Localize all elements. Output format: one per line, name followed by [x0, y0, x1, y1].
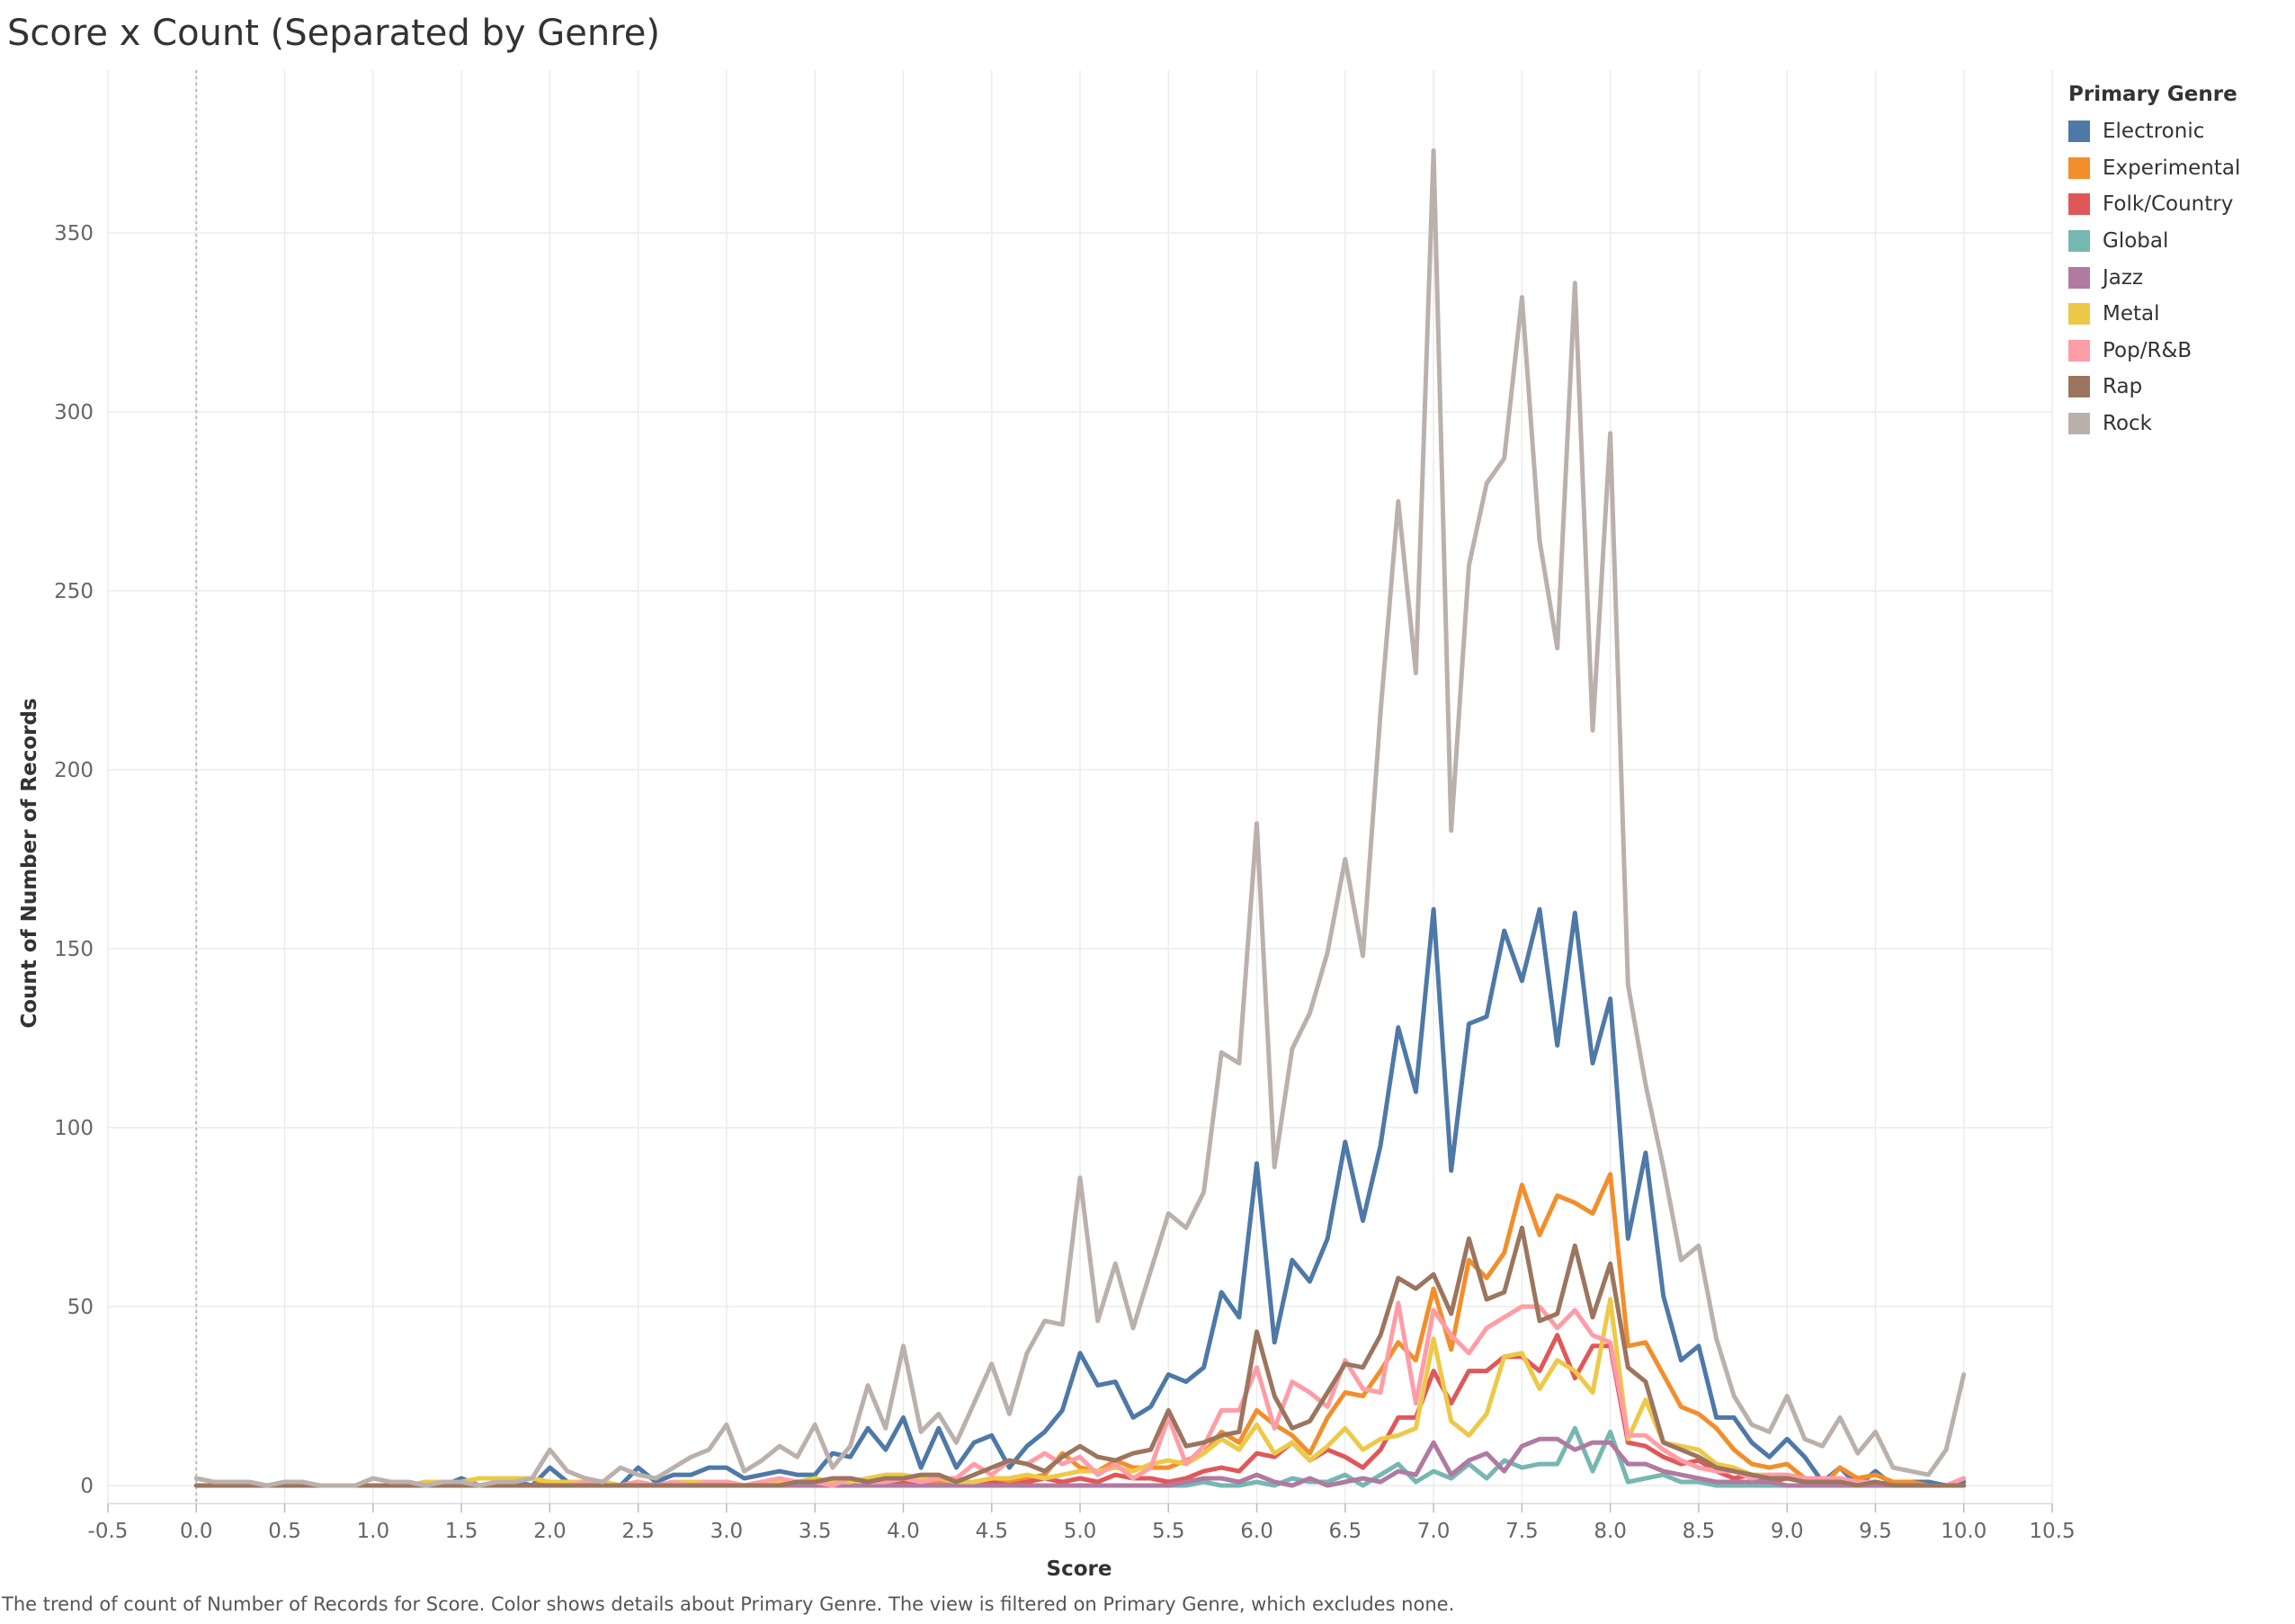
x-tick-label-15: 7.0	[1417, 1520, 1451, 1543]
legend-swatch-experimental	[2068, 156, 2090, 179]
x-tick-label-3: 1.0	[357, 1520, 390, 1543]
chart-title: Score x Count (Separated by Genre)	[7, 13, 661, 54]
legend: Primary Genre Electronic Experimental Folk…	[2068, 83, 2240, 442]
x-tick-label-14: 6.5	[1329, 1520, 1362, 1543]
legend-label-folk-country: Folk/Country	[2103, 192, 2234, 217]
gridlines	[107, 70, 2053, 1504]
x-tick-label-10: 4.5	[975, 1520, 1008, 1543]
legend-label-electronic: Electronic	[2103, 120, 2205, 144]
legend-swatch-pop-r-b	[2068, 339, 2090, 361]
legend-swatch-metal	[2068, 303, 2090, 326]
legend-items: Electronic Experimental Folk/Country Global…	[2068, 113, 2240, 442]
x-tick-label-0: -0.5	[88, 1520, 129, 1543]
legend-label-rap: Rap	[2103, 375, 2143, 399]
x-axis-title: Score	[1047, 1557, 1112, 1581]
legend-swatch-folk-country	[2068, 193, 2090, 216]
x-tick-label-16: 7.5	[1505, 1520, 1539, 1543]
y-tick-label-7: 350	[54, 222, 94, 245]
x-axis-ticks: -0.5 0.0 0.5 1.0 1.5 2.0 2.5 3.0 3.5 4.0 4.5 5.0 5.5…	[88, 1503, 2076, 1543]
x-tick-label-19: 9.0	[1771, 1520, 1804, 1543]
x-tick-label-12: 5.5	[1152, 1520, 1185, 1543]
legend-item-pop-r-b[interactable]: Pop/R&B	[2068, 333, 2240, 370]
x-tick-label-4: 1.5	[445, 1520, 478, 1543]
legend-item-rap[interactable]: Rap	[2068, 369, 2240, 406]
x-tick-label-5: 2.0	[533, 1520, 567, 1543]
legend-swatch-global	[2068, 230, 2090, 253]
x-tick-label-13: 6.0	[1240, 1520, 1273, 1543]
legend-label-metal: Metal	[2103, 302, 2160, 326]
x-tick-label-7: 3.0	[710, 1520, 744, 1543]
legend-label-experimental: Experimental	[2103, 156, 2241, 180]
legend-label-global: Global	[2103, 229, 2169, 254]
legend-label-rock: Rock	[2103, 412, 2152, 436]
legend-item-folk-country[interactable]: Folk/Country	[2068, 186, 2240, 223]
legend-item-experimental[interactable]: Experimental	[2068, 150, 2240, 187]
legend-title: Primary Genre	[2068, 83, 2237, 106]
y-tick-label-4: 200	[54, 759, 94, 782]
x-tick-label-2: 0.5	[268, 1520, 301, 1543]
legend-label-pop-r-b: Pop/R&B	[2103, 338, 2192, 362]
x-tick-label-17: 8.0	[1594, 1520, 1627, 1543]
y-tick-label-2: 100	[54, 1117, 94, 1140]
x-tick-label-22: 10.5	[2029, 1520, 2075, 1543]
x-tick-label-21: 10.0	[1941, 1520, 1987, 1543]
legend-label-jazz: Jazz	[2103, 265, 2144, 290]
y-tick-label-1: 50	[67, 1296, 94, 1319]
series-line-rap	[193, 1225, 1967, 1488]
x-tick-label-18: 8.5	[1683, 1520, 1716, 1543]
x-tick-label-8: 3.5	[799, 1520, 832, 1543]
legend-swatch-jazz	[2068, 266, 2090, 289]
legend-item-electronic[interactable]: Electronic	[2068, 113, 2240, 150]
legend-item-metal[interactable]: Metal	[2068, 296, 2240, 333]
x-tick-label-20: 9.5	[1859, 1520, 1892, 1543]
y-axis-ticks: 0 50 100 150 200 250 300 350	[54, 222, 94, 1498]
legend-item-global[interactable]: Global	[2068, 223, 2240, 260]
x-tick-label-11: 5.0	[1064, 1520, 1097, 1543]
caption: The trend of count of Number of Records …	[2, 1593, 1455, 1615]
y-tick-label-0: 0	[80, 1475, 94, 1498]
legend-swatch-electronic	[2068, 120, 2090, 143]
x-tick-label-1: 0.0	[180, 1520, 213, 1543]
legend-item-jazz[interactable]: Jazz	[2068, 259, 2240, 296]
legend-swatch-rap	[2068, 376, 2090, 398]
series-line-rock	[193, 148, 1967, 1488]
series-lines	[193, 148, 1967, 1488]
legend-swatch-rock	[2068, 413, 2090, 435]
y-tick-label-6: 300	[54, 401, 94, 424]
y-axis-title: Count of Number of Records	[18, 698, 41, 1028]
y-tick-label-3: 150	[54, 938, 94, 961]
x-tick-label-6: 2.5	[621, 1520, 655, 1543]
y-tick-label-5: 250	[54, 580, 94, 603]
x-tick-label-9: 4.0	[887, 1520, 920, 1543]
legend-item-rock[interactable]: Rock	[2068, 406, 2240, 442]
